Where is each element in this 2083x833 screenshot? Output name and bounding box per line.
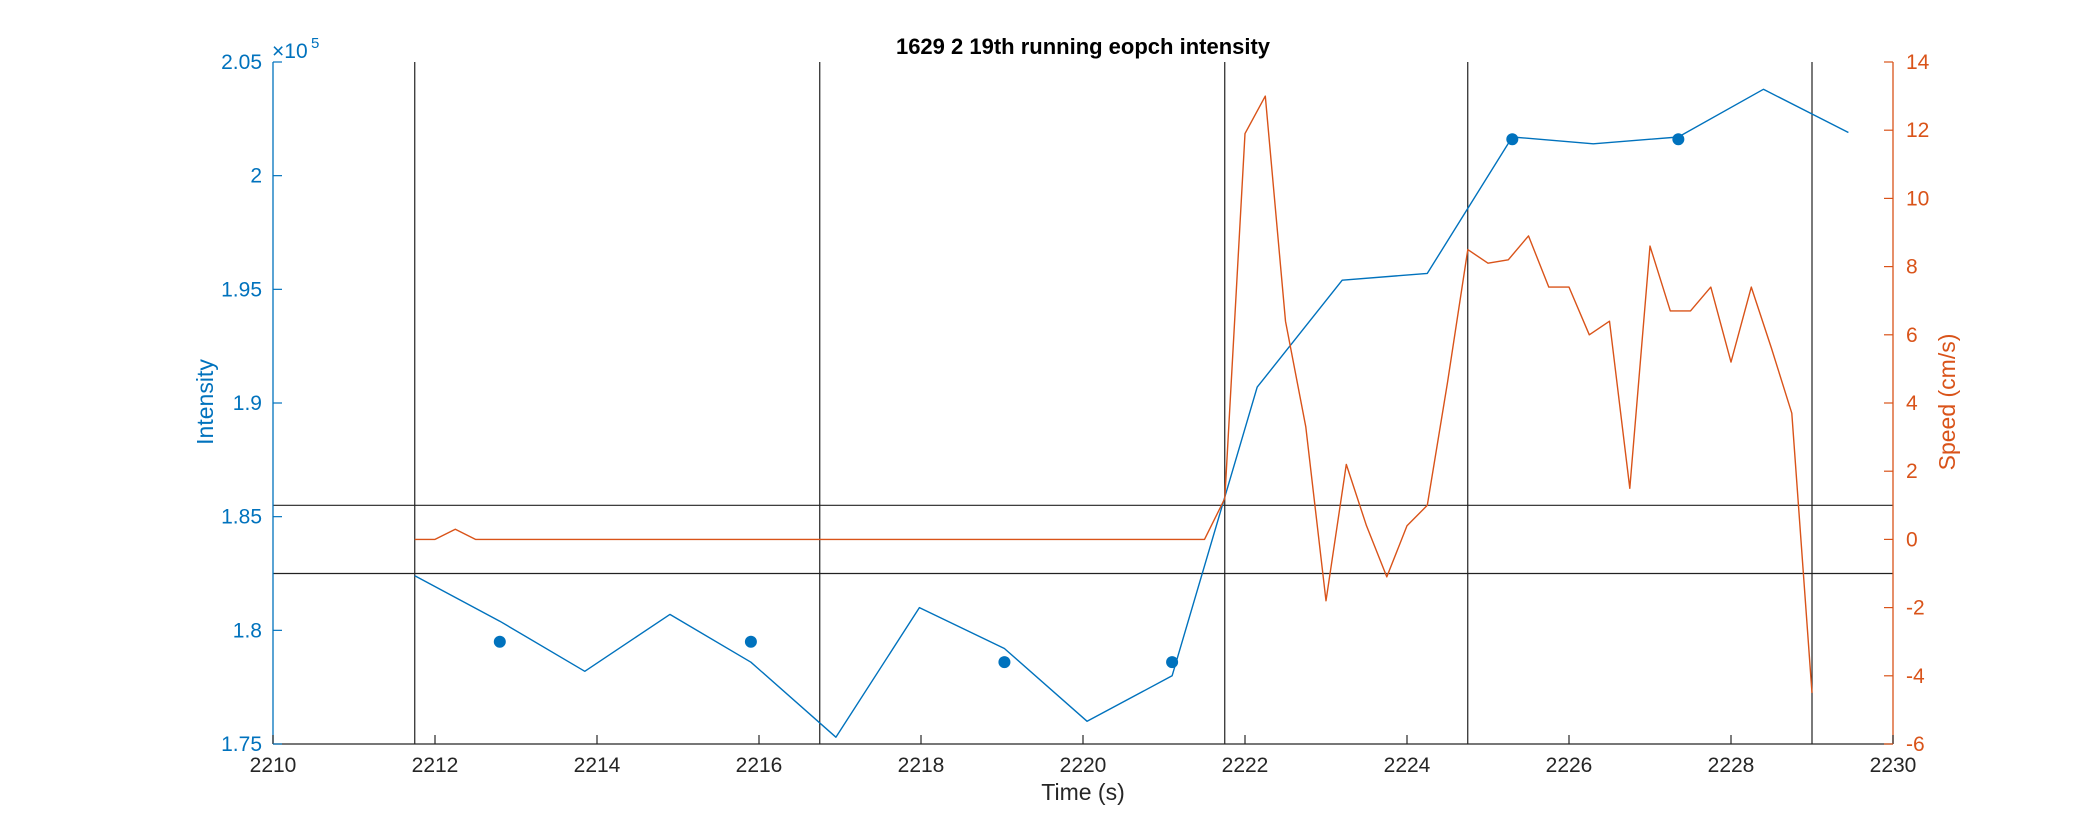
y-left-tick-label: 1.9	[233, 392, 262, 415]
intensity-marker-point	[493, 635, 506, 648]
y-right-tick-label: 12	[1906, 119, 1929, 142]
y-axis-left-title: Intensity	[192, 359, 218, 445]
intensity-marker-point	[1166, 656, 1179, 669]
intensity-marker-point	[998, 656, 1011, 669]
x-tick-label: 2220	[1060, 754, 1107, 777]
x-tick-label: 2228	[1708, 754, 1755, 777]
y-right-tick-label: 0	[1906, 528, 1918, 551]
y-left-tick-label: 1.95	[221, 278, 262, 301]
y-left-tick-label: 1.85	[221, 506, 262, 529]
x-tick-label: 2216	[736, 754, 783, 777]
y-left-tick-label: 2	[250, 165, 262, 188]
x-tick-label: 2210	[250, 754, 297, 777]
reference-lines	[273, 62, 1893, 744]
x-tick-label: 2222	[1222, 754, 1269, 777]
axes: 2210 2212 2214 2216 2218 2220 2222 2224 2226 2228…	[221, 51, 1930, 777]
exponent-label: ×10	[272, 40, 308, 63]
y-left-tick-label: 2.05	[221, 51, 262, 74]
y-left-tick-label: 1.8	[233, 619, 262, 642]
intensity-marker-point	[744, 635, 757, 648]
x-tick-label: 2212	[412, 754, 459, 777]
intensity-marker-point	[1506, 133, 1519, 146]
y-left-tick-label: 1.75	[221, 733, 262, 756]
y-right-tick-label: -6	[1906, 733, 1925, 756]
y-right-tick-label: 4	[1906, 392, 1918, 415]
speed-series-line	[414, 95, 1813, 693]
y-right-tick-label: -2	[1906, 597, 1925, 620]
y-right-tick-label: -4	[1906, 665, 1925, 688]
intensity-series-line	[414, 88, 1849, 738]
exponent-power: 5	[311, 35, 319, 52]
axis-labels: Time (s) Intensity Speed (cm/s) ×10 5	[192, 35, 1960, 805]
y-right-tick-label: 10	[1906, 187, 1929, 210]
data-series	[414, 88, 1849, 738]
y-axis-right-title: Speed (cm/s)	[1934, 334, 1960, 471]
y-right-tick-label: 6	[1906, 324, 1918, 347]
x-tick-label: 2230	[1870, 754, 1917, 777]
x-tick-label: 2214	[574, 754, 621, 777]
y-right-tick-label: 14	[1906, 51, 1930, 74]
intensity-marker-point	[1672, 133, 1685, 146]
x-tick-label: 2218	[898, 754, 945, 777]
x-axis-title: Time (s)	[1041, 779, 1124, 805]
y-right-tick-label: 8	[1906, 256, 1918, 279]
x-tick-label: 2224	[1384, 754, 1431, 777]
y-right-tick-label: 2	[1906, 460, 1918, 483]
x-tick-label: 2226	[1546, 754, 1593, 777]
chart-title: 1629 2 19th running eopch intensity	[896, 34, 1271, 59]
